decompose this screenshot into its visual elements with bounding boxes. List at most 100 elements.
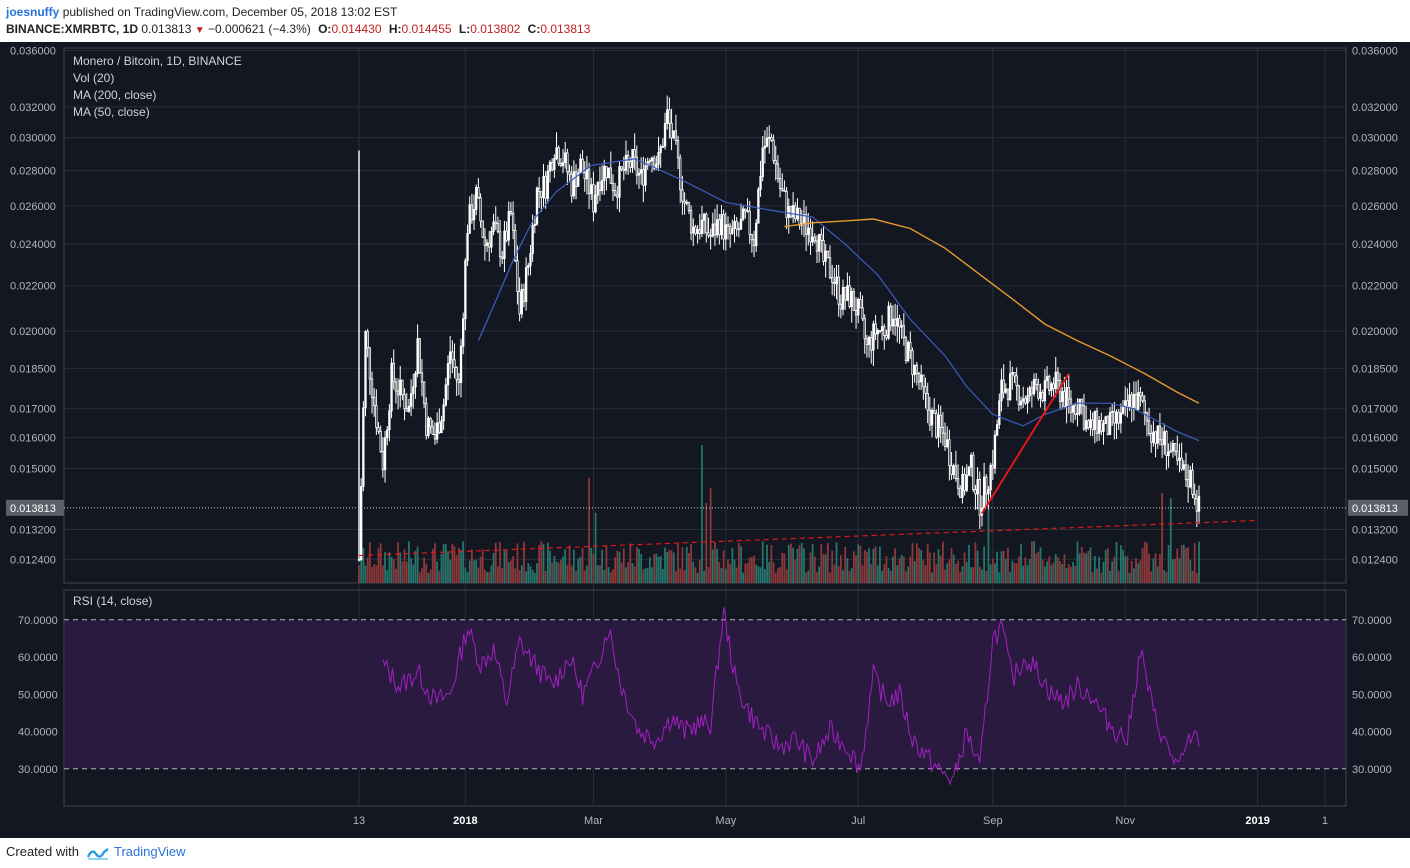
candle-body (373, 396, 376, 406)
volume-bar (1061, 563, 1064, 583)
candle-body (859, 298, 862, 309)
volume-bar (716, 548, 719, 583)
volume-bar (952, 554, 955, 583)
volume-bar (531, 570, 534, 583)
candle-body (683, 200, 686, 204)
candle-body (661, 145, 665, 148)
candle-body (885, 334, 888, 339)
candle-body (874, 323, 877, 335)
candle-body (982, 476, 986, 509)
candle-body (902, 325, 905, 339)
volume-bar (1146, 542, 1148, 583)
candle-body (594, 194, 597, 213)
candle-body (663, 123, 667, 147)
volume-bar (800, 543, 803, 583)
candle-body (768, 136, 771, 139)
candle-body (555, 147, 558, 159)
volume-bar (1013, 563, 1016, 583)
candle-body (917, 373, 921, 383)
candle-body (537, 187, 541, 193)
candle-body (544, 175, 547, 199)
volume-bar (1078, 553, 1081, 583)
candle-body (524, 267, 528, 302)
volume-bars (358, 445, 1200, 583)
volume-bar (653, 554, 656, 583)
volume-bar (559, 559, 562, 583)
footer: Created with TradingView (0, 838, 1410, 868)
volume-bar (664, 547, 666, 583)
candle-body (1061, 390, 1064, 402)
volume-bar (490, 565, 493, 583)
y-tick-label-right: 0.017000 (1352, 404, 1398, 416)
volume-bar (920, 550, 923, 583)
tradingview-brand[interactable]: TradingView (114, 844, 186, 859)
chart-title: Monero / Bitcoin, 1D, BINANCE (73, 54, 242, 68)
volume-bar (861, 565, 864, 583)
y-tick-label-left: 0.013200 (10, 524, 56, 536)
candle-body (1126, 400, 1129, 407)
candle-body (390, 362, 393, 412)
candle-body (1017, 385, 1021, 406)
publisher-name[interactable]: joesnuffy (6, 5, 60, 19)
price-chart[interactable]: 13 2018 Mar May Jul Sep Nov 2019 1 0.036000 0.0360… (0, 42, 1410, 838)
candle-body (954, 465, 958, 479)
candle-body (368, 347, 372, 380)
candle-body (670, 122, 673, 139)
volume-bar (690, 544, 692, 583)
candle-body (726, 224, 730, 227)
candle-body (906, 342, 910, 361)
volume-bar (460, 549, 462, 583)
candle-body (1078, 398, 1081, 414)
volume-bar (1165, 572, 1168, 583)
volume-bar (612, 569, 614, 583)
volume-bar (772, 562, 775, 583)
candle-body (924, 386, 927, 394)
candle-body (993, 434, 997, 469)
candle-body (596, 182, 599, 196)
volume-bar (529, 566, 532, 583)
candle-body (611, 183, 615, 192)
candle-body (1156, 425, 1159, 444)
volume-bar (781, 552, 784, 583)
candle-body (362, 407, 365, 487)
candle-body (388, 410, 391, 431)
volume-bar (434, 543, 436, 583)
volume-bar (729, 563, 732, 583)
candle-body (1128, 394, 1131, 407)
candle-body (433, 434, 437, 440)
candle-body (438, 422, 441, 434)
candle-body (837, 276, 840, 305)
volume-bar (455, 555, 458, 583)
candle-body (422, 381, 426, 404)
rsi-tick-left: 40.0000 (18, 727, 58, 739)
candle-body (653, 157, 656, 170)
volume-bar (972, 567, 975, 583)
candle-body (529, 253, 532, 266)
volume-bar (681, 547, 684, 583)
candle-body (1052, 383, 1055, 390)
volume-bar (803, 548, 805, 583)
volume-bar (764, 569, 766, 583)
candle-body (748, 210, 751, 236)
volume-bar (586, 565, 588, 583)
candle-body (883, 326, 886, 336)
chart-area[interactable]: 13 2018 Mar May Jul Sep Nov 2019 1 0.036000 0.0360… (0, 42, 1410, 838)
volume-bar (438, 570, 441, 583)
volume-bar (1156, 566, 1159, 583)
candle-body (991, 464, 994, 469)
volume-bar (970, 567, 972, 583)
candle-body (435, 422, 439, 440)
volume-bar (913, 561, 916, 583)
volume-bar (744, 563, 747, 583)
tradingview-logo-icon (86, 847, 109, 860)
candle-body (1089, 419, 1092, 429)
y-tick-label-right: 0.013200 (1352, 524, 1398, 536)
candle-body (972, 454, 975, 490)
candle-body (640, 169, 643, 174)
price-candles (357, 95, 1201, 562)
volume-bar (924, 565, 927, 583)
candle-body (642, 169, 645, 186)
candle-body (383, 437, 387, 471)
candle-body (1039, 391, 1042, 399)
volume-bar (976, 550, 979, 583)
